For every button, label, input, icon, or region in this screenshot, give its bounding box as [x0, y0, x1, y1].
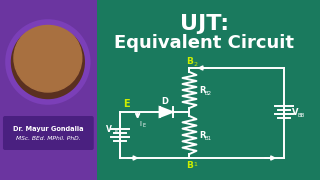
Text: 1: 1 — [194, 162, 197, 167]
Text: B1: B1 — [204, 136, 212, 141]
Circle shape — [14, 24, 82, 92]
Text: 2: 2 — [194, 62, 197, 67]
Text: R: R — [199, 86, 206, 94]
FancyBboxPatch shape — [3, 116, 94, 150]
Text: D: D — [161, 97, 168, 106]
Text: V: V — [292, 107, 299, 116]
Bar — [0, 0, 97, 180]
Text: UJT:: UJT: — [180, 14, 229, 34]
Text: BB: BB — [297, 112, 304, 118]
Text: E: E — [123, 99, 129, 109]
Text: V: V — [106, 125, 112, 134]
Text: B2: B2 — [204, 91, 212, 96]
Text: MSc. BEd. MPhil. PhD.: MSc. BEd. MPhil. PhD. — [16, 136, 80, 141]
Text: I: I — [140, 121, 142, 127]
Text: E: E — [143, 123, 146, 128]
Text: R: R — [199, 130, 206, 140]
Circle shape — [8, 22, 88, 102]
Text: E: E — [115, 130, 118, 136]
Text: B: B — [186, 57, 193, 66]
Text: B: B — [186, 161, 193, 170]
Text: Dr. Mayur Gondalia: Dr. Mayur Gondalia — [12, 126, 83, 132]
Text: Equivalent Circuit: Equivalent Circuit — [115, 34, 294, 52]
Polygon shape — [160, 107, 172, 117]
